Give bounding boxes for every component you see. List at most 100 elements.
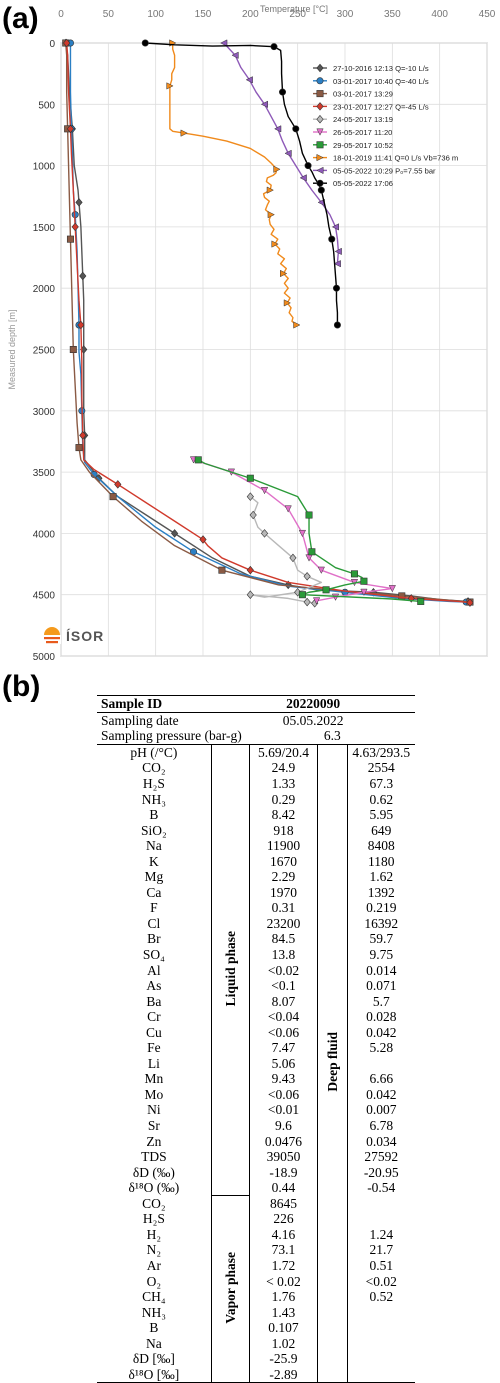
param-cell: Br (147, 931, 161, 947)
deep-value-cell: 0.52 (369, 1289, 394, 1305)
deep-value-cell: 16392 (364, 915, 399, 931)
param-cell: H₂S (142, 1211, 165, 1227)
deep-value-cell: 59.7 (369, 931, 394, 947)
param-cell: CO₂ (142, 1195, 166, 1211)
sampling-date-row: Sampling date 05.05.2022 (97, 712, 415, 728)
data-point (194, 456, 202, 464)
x-tick-label: 250 (289, 9, 306, 20)
deep-value-cell: 649 (371, 822, 392, 838)
liquid-value-cell: 8645 (269, 1195, 297, 1211)
data-row: Mg 2.29 1.62 (97, 869, 415, 885)
data-point (280, 269, 288, 278)
deep-value-cell: 0.028 (366, 1009, 397, 1025)
panel-a-label: (a) (2, 2, 39, 35)
legend-label: 23-01-2017 12:27 Q=-45 L/s (333, 102, 429, 111)
x-tick-label: 400 (431, 9, 448, 20)
data-point (75, 198, 83, 207)
sample-id-label: Sample ID (101, 696, 163, 712)
param-cell: Na (145, 838, 162, 854)
x-tick-label: 100 (147, 9, 164, 20)
param-cell: Sr (147, 1118, 160, 1134)
data-point (270, 43, 278, 51)
param-cell: pH (/°C) (130, 744, 178, 760)
sampling-pressure-row: Sampling pressure (bar-g) 6.3 (97, 728, 415, 745)
data-point (260, 487, 269, 495)
data-row: CH₄ 1.76 0.52 (97, 1289, 415, 1305)
data-point (79, 271, 87, 281)
param-cell: Mo (144, 1086, 164, 1102)
deep-value-cell: 0.034 (366, 1133, 397, 1149)
x-tick-label: 350 (384, 9, 401, 20)
liquid-phase-cell: Liquid phase (210, 744, 251, 1196)
data-point (66, 235, 74, 243)
deep-value-cell: 5.7 (372, 993, 390, 1009)
param-cell: Cl (147, 915, 161, 931)
data-row: CO₂ 24.9 2554 (97, 760, 415, 776)
liquid-value-cell: 24.9 (271, 760, 296, 776)
x-tick-label: 300 (337, 9, 354, 20)
param-cell: Na (145, 1335, 162, 1351)
data-point (273, 165, 281, 173)
series-3 (63, 38, 474, 607)
deep-value-cell: <0.02 (365, 1273, 397, 1289)
legend-label: 24-05-2017 13:19 (333, 115, 393, 124)
liquid-value-cell: 1670 (269, 853, 297, 869)
liquid-value-cell: 1.72 (271, 1257, 296, 1273)
y-tick-label: 5000 (33, 652, 56, 663)
liquid-value-cell: 8.07 (271, 993, 296, 1009)
liquid-value-cell: 0.44 (271, 1180, 296, 1196)
data-point (260, 100, 268, 108)
data-point (292, 125, 300, 133)
legend-label: 05-05-2022 17:06 (333, 179, 393, 188)
deep-value-cell (347, 1056, 415, 1072)
liquid-value-cell: 39050 (266, 1149, 301, 1165)
data-point (246, 474, 254, 482)
vapor-phase-cell: Vapor phase (210, 1194, 251, 1383)
data-point (166, 82, 174, 90)
data-point (331, 223, 339, 231)
data-row: Sr 9.6 6.78 (97, 1118, 415, 1134)
deep-value-cell: 6.66 (369, 1071, 394, 1087)
data-point (334, 247, 342, 256)
panel-b-label: (b) (2, 670, 41, 703)
param-cell: Fe (147, 1040, 161, 1056)
data-point (316, 166, 324, 175)
deep-value-cell (347, 1304, 415, 1320)
sampling-pressure-value: 6.3 (323, 728, 341, 744)
liquid-value-cell: < 0.02 (266, 1273, 301, 1289)
liquid-value-cell: <0.06 (267, 1086, 300, 1102)
series-7 (166, 39, 301, 329)
data-row: Cu <0.06 0.042 (97, 1024, 415, 1040)
data-point (417, 597, 425, 605)
data-row: N₂ 73.1 21.7 (97, 1242, 415, 1258)
data-point (246, 590, 254, 599)
param-cell: O₂ (146, 1273, 162, 1289)
deep-value-cell: 4.63/293.5 (352, 744, 411, 760)
y-tick-label: 500 (38, 100, 55, 111)
data-row: Na 1.02 (97, 1335, 415, 1351)
legend-label: 05-05-2022 10:29 P₀=7.55 bar (333, 166, 436, 175)
data-point (79, 431, 87, 440)
deep-value-cell: 8408 (367, 838, 395, 854)
data-row: δ¹⁸O (‰) 0.44 -0.54 (97, 1180, 415, 1196)
data-point (218, 566, 226, 574)
data-point (333, 321, 341, 329)
x-tick-label: 150 (195, 9, 212, 20)
y-tick-label: 2000 (33, 284, 56, 295)
deep-value-cell: 0.62 (369, 791, 394, 807)
data-point (246, 492, 254, 501)
x-tick-label: 200 (242, 9, 259, 20)
y-tick-label: 0 (49, 39, 55, 50)
deep-value-cell (347, 1351, 415, 1367)
param-cell: TDS (141, 1149, 167, 1165)
logo-stripe (44, 637, 60, 640)
data-row: Mn 9.43 6.66 (97, 1071, 415, 1087)
data-point (266, 186, 274, 194)
data-point (109, 493, 117, 501)
x-axis-title: Temperature [°C] (260, 4, 328, 14)
param-cell: B (149, 1320, 159, 1336)
data-row: Li 5.06 (97, 1056, 415, 1072)
isor-logo: ÍSOR (43, 627, 103, 644)
data-point (312, 597, 321, 605)
param-cell: Ca (146, 884, 162, 900)
